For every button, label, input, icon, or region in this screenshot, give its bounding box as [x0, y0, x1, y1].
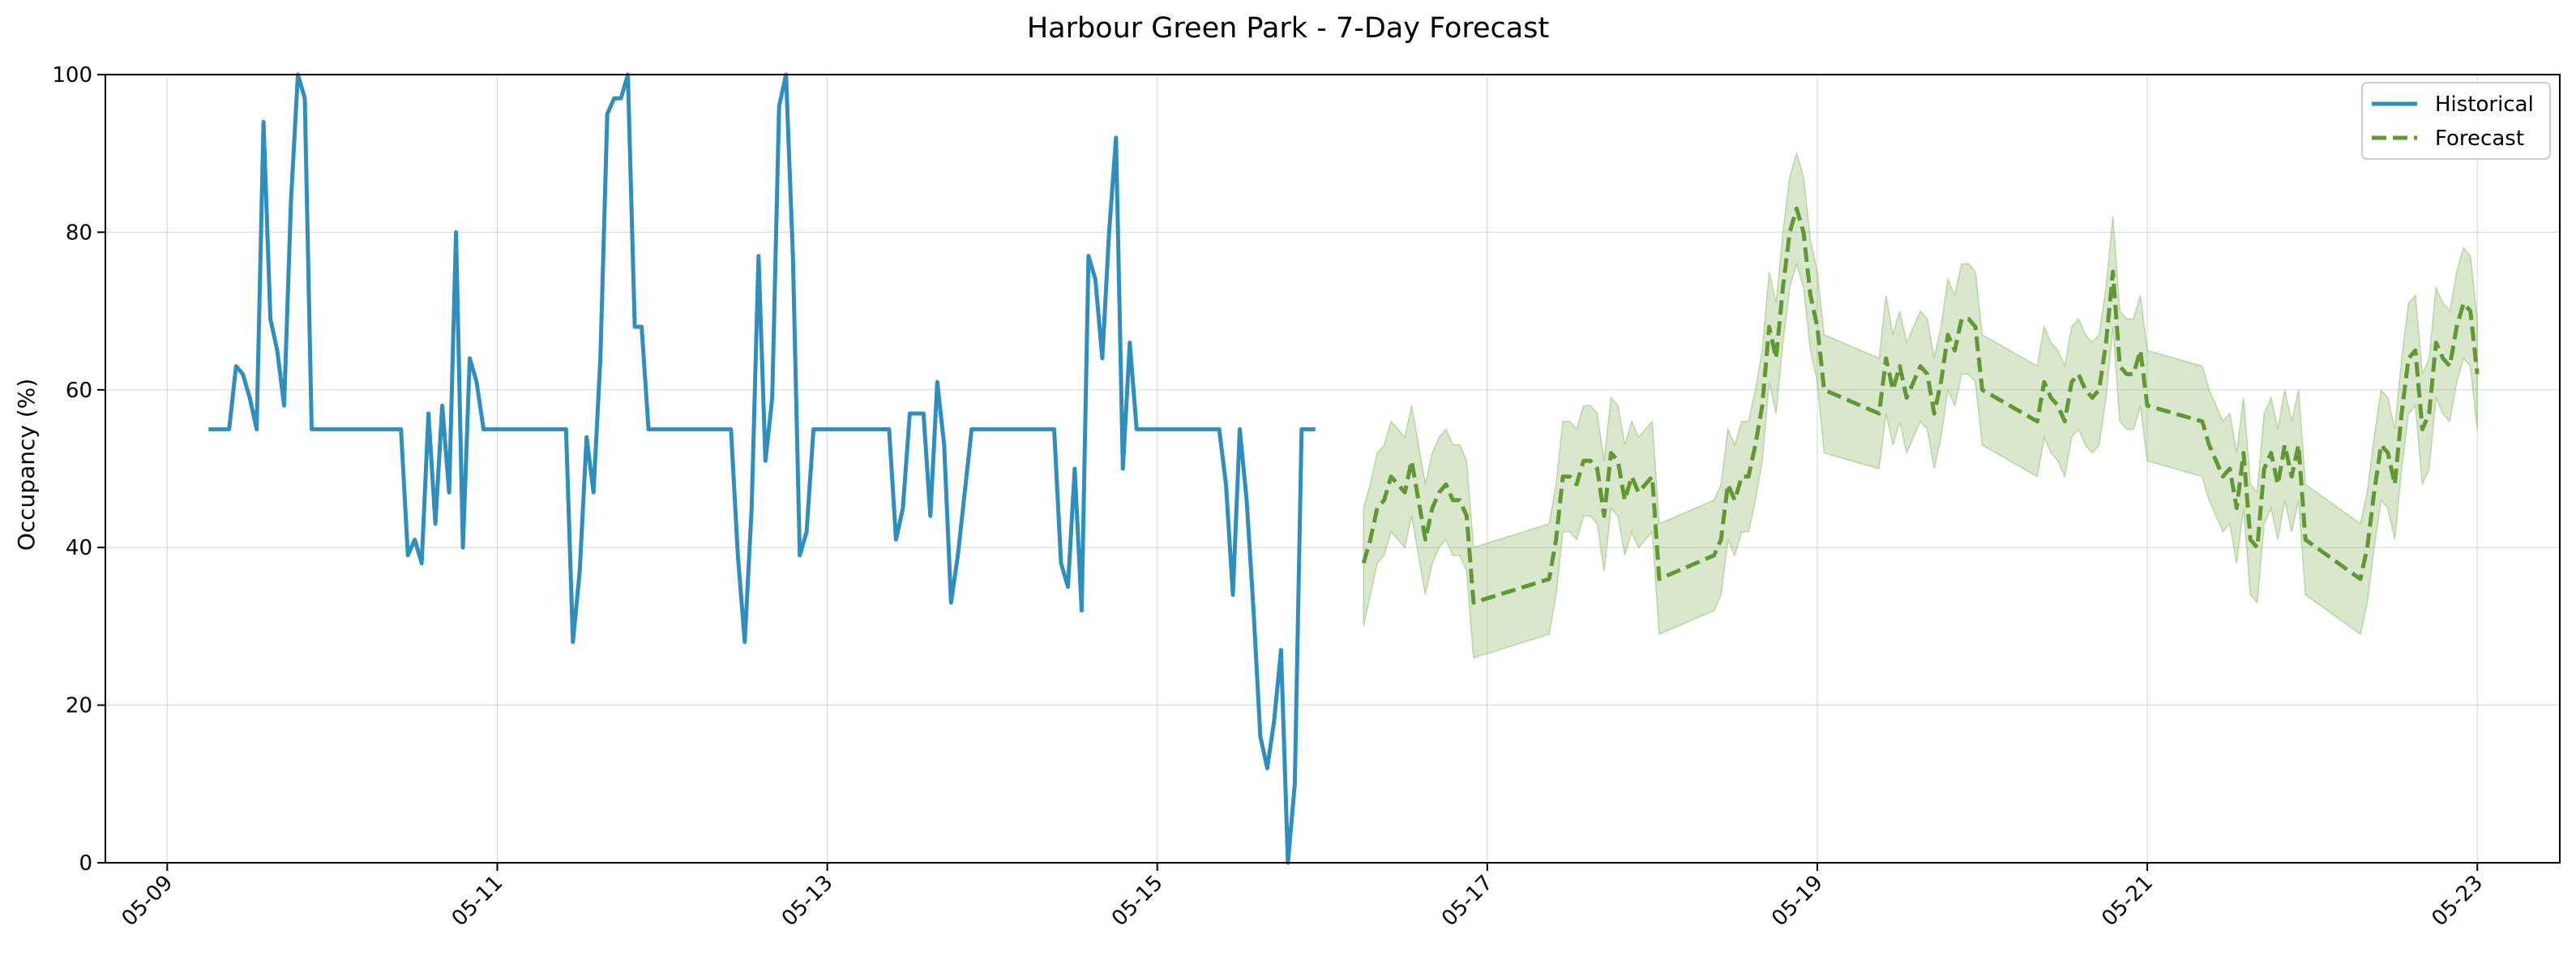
chart-title: Harbour Green Park - 7-Day Forecast [1027, 12, 1549, 45]
legend-historical-label: Historical [2435, 92, 2534, 117]
legend: Historical Forecast [2361, 82, 2551, 160]
forecast-confidence-band [1363, 151, 2478, 659]
series-layer [208, 72, 2480, 865]
y-axis: 0 20 40 60 80 100 [52, 63, 105, 876]
confidence-band-layer [1363, 151, 2478, 659]
legend-forecast-label: Forecast [2435, 126, 2524, 151]
y-tick-label: 0 [79, 851, 92, 876]
y-tick-label: 40 [66, 536, 92, 560]
historical-line [208, 72, 1316, 865]
y-tick-label: 100 [52, 63, 92, 88]
y-tick-label: 80 [66, 221, 92, 245]
y-axis-label: Occupancy (%) [13, 379, 40, 551]
y-tick-label: 20 [66, 694, 92, 718]
plot-area-frame [105, 74, 2561, 864]
y-tick-label: 60 [66, 379, 92, 403]
forecast-line [1361, 206, 2480, 605]
